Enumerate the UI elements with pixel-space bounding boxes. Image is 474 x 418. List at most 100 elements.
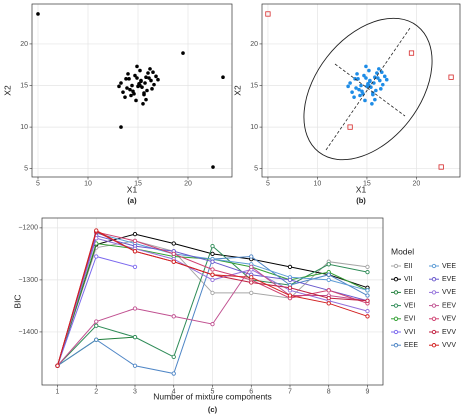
backgrounds <box>31 3 461 386</box>
legend-key-marker <box>431 329 437 335</box>
point <box>117 84 121 89</box>
point <box>376 76 380 80</box>
point <box>210 321 215 327</box>
x-axis-title: X1 <box>127 184 138 194</box>
point <box>124 77 128 81</box>
point <box>94 319 99 324</box>
legend-key-marker <box>393 316 399 321</box>
point <box>348 81 352 85</box>
point <box>181 51 185 55</box>
legend-key-marker <box>393 277 399 282</box>
point <box>346 84 350 89</box>
legend-key-marker <box>431 277 437 282</box>
point <box>384 77 389 82</box>
point <box>287 293 293 298</box>
point <box>132 264 138 270</box>
point <box>152 82 156 87</box>
point <box>347 124 353 130</box>
point <box>287 285 293 290</box>
point <box>210 290 215 296</box>
y-tick-label: −1300 <box>18 277 38 284</box>
point <box>142 91 146 95</box>
legend-key-marker <box>431 263 437 269</box>
point <box>249 290 254 296</box>
point <box>135 76 139 80</box>
point <box>55 363 60 368</box>
point <box>144 97 148 102</box>
legend-label: VEE <box>442 263 456 270</box>
point <box>365 293 370 298</box>
panel-caption: (b) <box>356 196 366 205</box>
point <box>125 86 129 90</box>
point <box>326 262 331 267</box>
point <box>355 72 359 76</box>
point <box>365 298 370 303</box>
point <box>210 251 215 257</box>
y-axis-title: X2 <box>2 85 12 96</box>
x-tick-label: 8 <box>327 388 331 395</box>
point <box>147 76 151 80</box>
point <box>94 254 99 259</box>
point <box>357 87 361 92</box>
point <box>146 71 150 75</box>
point <box>265 11 271 17</box>
point <box>138 68 142 73</box>
y-tick-label: 10 <box>250 124 258 131</box>
point <box>148 67 152 71</box>
point <box>367 83 371 88</box>
legend-label: EVI <box>404 316 415 323</box>
point <box>36 12 40 16</box>
plot-border <box>261 3 461 178</box>
minor-axis <box>334 63 406 117</box>
point <box>128 87 132 92</box>
grid <box>32 4 232 177</box>
point <box>210 259 215 264</box>
point <box>94 337 99 342</box>
point <box>364 76 368 80</box>
x-axis-title: Number of mixture components <box>153 391 272 401</box>
point <box>287 277 293 283</box>
point <box>374 88 378 93</box>
legend-label: EVV <box>442 329 456 336</box>
point <box>171 371 176 376</box>
x-tick-label: 3 <box>133 388 137 395</box>
x-tick-label: 5 <box>266 180 270 187</box>
point <box>94 323 99 328</box>
point <box>378 78 382 83</box>
point <box>127 77 131 81</box>
point <box>373 97 377 102</box>
point <box>131 89 135 94</box>
x-axis-title: X1 <box>356 184 367 194</box>
x-tick-label: 10 <box>314 180 322 187</box>
point <box>379 70 384 75</box>
point <box>149 78 153 83</box>
y-tick-label: 15 <box>20 82 28 89</box>
point <box>156 77 160 82</box>
x-tick-label: 1 <box>56 388 60 395</box>
legend-key-marker <box>393 343 399 348</box>
point <box>249 280 254 285</box>
legend-label: VVI <box>404 329 415 336</box>
point <box>364 64 368 69</box>
point <box>210 243 215 249</box>
legend-label: EEV <box>442 302 456 309</box>
point <box>211 165 215 169</box>
point <box>130 83 134 88</box>
legend-key-marker <box>393 303 399 308</box>
legend-label: EVE <box>442 276 456 283</box>
point <box>133 73 137 78</box>
point <box>354 86 358 90</box>
point <box>367 68 371 73</box>
legend-key-marker <box>431 316 437 321</box>
y-axis-title: X2 <box>232 85 242 96</box>
point <box>448 74 454 80</box>
point <box>368 78 372 83</box>
x-tick-label: 20 <box>184 180 192 187</box>
point <box>365 288 370 293</box>
point <box>377 67 381 71</box>
y-tick-label: 5 <box>254 166 258 173</box>
y-tick-label: −1200 <box>18 225 38 232</box>
point <box>94 228 99 233</box>
point <box>365 308 370 314</box>
